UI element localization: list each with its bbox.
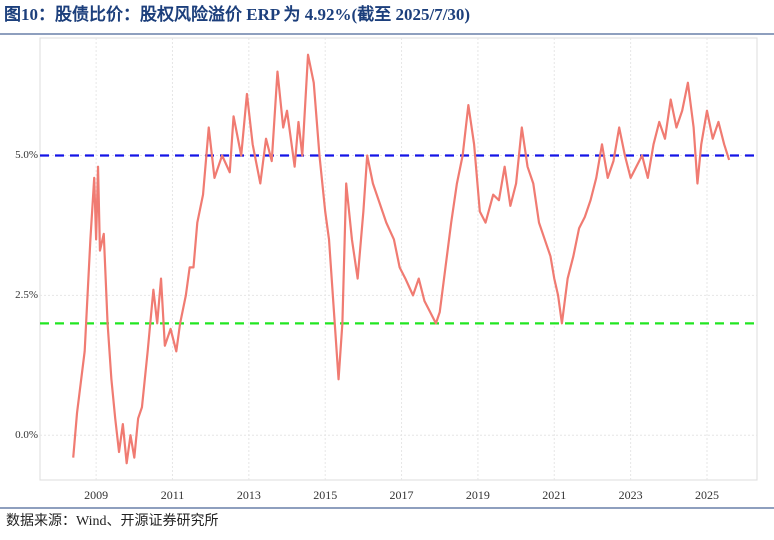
plot-frame: [39, 37, 758, 481]
data-line: [72, 53, 731, 465]
x-tick-label: 2015: [313, 488, 337, 502]
x-tick-label: 2025: [695, 488, 719, 502]
source-note: 数据来源：Wind、开源证券研究所: [6, 513, 219, 529]
y-tick-label: 5.0%: [15, 149, 38, 161]
y-tick-label: 0.0%: [15, 429, 38, 441]
chart-title: 图10：股债比价：股权风险溢价 ERP 为 4.92%(截至 2025/7/30…: [4, 4, 470, 24]
x-tick-label: 2021: [542, 488, 566, 502]
x-tick-label: 2019: [466, 488, 490, 502]
y-tick-label: 2.5%: [15, 289, 38, 301]
x-tick-label: 2009: [84, 488, 108, 502]
x-tick-label: 2017: [390, 488, 414, 502]
x-tick-label: 2023: [619, 488, 643, 502]
x-tick-label: 2013: [237, 488, 261, 502]
x-tick-label: 2011: [161, 488, 185, 502]
